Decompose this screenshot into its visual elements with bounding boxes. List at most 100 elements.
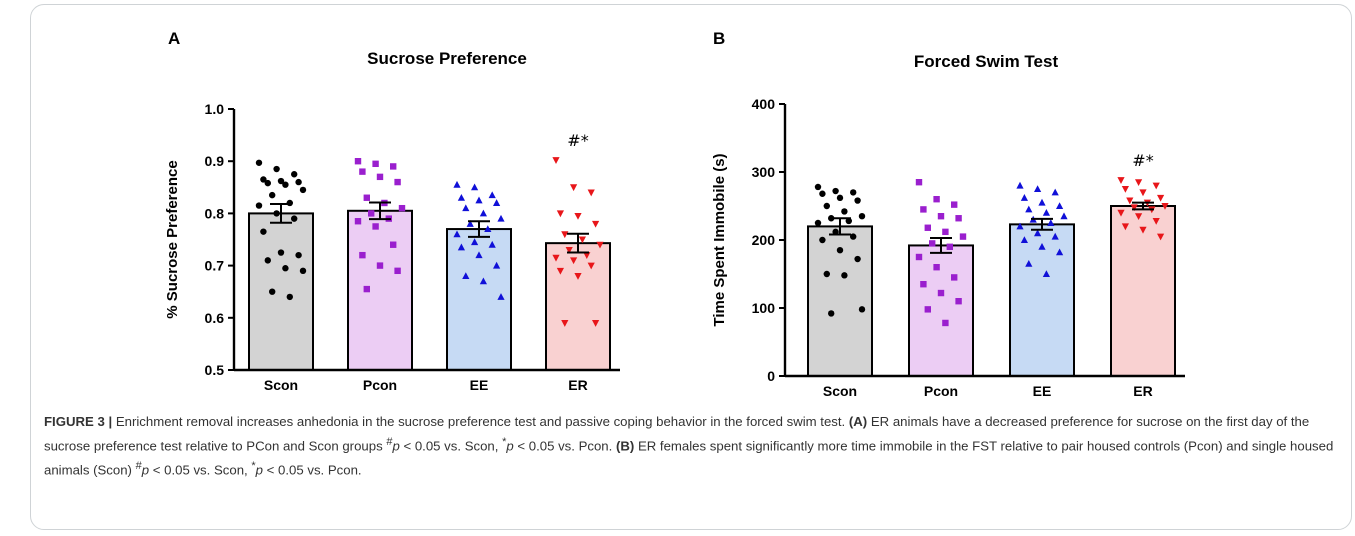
forced-swim-test-point-scon bbox=[845, 217, 852, 225]
sucrose-preference-point-pcon bbox=[372, 160, 379, 168]
sucrose-preference-point-er bbox=[587, 189, 595, 197]
sucrose-preference-point-ee bbox=[462, 204, 470, 212]
sucrose-preference-point-er bbox=[565, 246, 573, 254]
sucrose-preference-point-ee bbox=[471, 183, 479, 191]
sucrose-preference-point-scon bbox=[282, 265, 289, 272]
forced-swim-test-point-ee bbox=[1016, 222, 1024, 230]
sucrose-preference-point-er bbox=[570, 257, 578, 265]
caption-sig-1-p: p bbox=[392, 438, 400, 454]
sucrose-preference-y-axis-label: % Sucrose Preference bbox=[164, 160, 181, 318]
forced-swim-test-point-er bbox=[1135, 179, 1143, 186]
sucrose-preference-point-er bbox=[596, 241, 604, 249]
sucrose-preference-y-tick-label: 0.7 bbox=[205, 258, 225, 274]
sucrose-preference-point-scon bbox=[286, 199, 293, 207]
forced-swim-test-point-scon bbox=[854, 255, 861, 263]
forced-swim-test-point-ee bbox=[1016, 181, 1024, 189]
sucrose-preference-point-er bbox=[552, 157, 560, 164]
forced-swim-test-point-pcon bbox=[955, 215, 962, 222]
sucrose-preference-bar-pcon bbox=[347, 209, 413, 371]
caption-sig-1-rest: < 0.05 vs. Scon, bbox=[399, 438, 503, 454]
caption-sig-2-symbol: * bbox=[502, 436, 507, 448]
sucrose-preference-point-scon bbox=[277, 177, 285, 185]
sucrose-preference-point-ee bbox=[457, 243, 465, 251]
forced-swim-test-point-pcon bbox=[920, 206, 927, 213]
forced-swim-test-point-scon bbox=[836, 247, 844, 254]
sucrose-preference-point-er bbox=[574, 213, 582, 220]
sucrose-preference-point-er bbox=[561, 320, 569, 327]
forced-swim-test-point-pcon bbox=[933, 196, 940, 203]
sucrose-preference-x-tick-label: Pcon bbox=[363, 377, 397, 393]
forced-swim-test-point-pcon bbox=[951, 274, 958, 281]
forced-swim-test-point-er bbox=[1152, 217, 1160, 225]
figure-caption: FIGURE 3 | Enrichment removal increases … bbox=[44, 411, 1339, 481]
forced-swim-test-point-ee bbox=[1038, 243, 1046, 250]
sucrose-preference-point-pcon bbox=[390, 163, 397, 170]
charts-canvas: A Sucrose Preference % Sucrose Preference S… bbox=[164, 29, 1185, 399]
forced-swim-test-point-pcon bbox=[951, 201, 958, 208]
forced-swim-test-point-scon bbox=[814, 219, 822, 227]
forced-swim-test-point-er bbox=[1139, 226, 1147, 234]
forced-swim-test-y-tick-label: 0 bbox=[767, 368, 775, 384]
forced-swim-test-point-pcon bbox=[937, 213, 945, 220]
sucrose-preference-point-er bbox=[552, 254, 560, 262]
sucrose-preference-point-scon bbox=[269, 191, 276, 199]
forced-swim-test-point-er bbox=[1135, 213, 1143, 220]
forced-swim-test-point-scon bbox=[814, 183, 822, 191]
sucrose-preference-chart: A Sucrose Preference % Sucrose Preference S… bbox=[164, 29, 620, 393]
sucrose-preference-point-ee bbox=[471, 238, 479, 246]
forced-swim-test-point-ee bbox=[1034, 185, 1042, 192]
forced-swim-test-panel-letter: B bbox=[713, 29, 725, 48]
caption-panel-b-label: (B) bbox=[615, 438, 635, 454]
sucrose-preference-point-scon bbox=[273, 165, 280, 173]
sucrose-preference-point-ee bbox=[475, 251, 483, 259]
sucrose-preference-point-pcon bbox=[372, 223, 379, 230]
forced-swim-test-point-pcon bbox=[959, 233, 967, 240]
sucrose-preference-point-pcon bbox=[368, 210, 375, 217]
sucrose-preference-point-pcon bbox=[376, 262, 384, 269]
forced-swim-test-point-ee bbox=[1038, 198, 1046, 206]
caption-text-3: ER females spent significantly more time… bbox=[44, 438, 1334, 478]
sucrose-preference-point-ee bbox=[466, 220, 474, 227]
forced-swim-test-point-ee bbox=[1020, 194, 1028, 201]
forced-swim-test-point-pcon bbox=[955, 298, 962, 305]
forced-swim-test-point-er bbox=[1152, 182, 1160, 190]
sucrose-preference-point-ee bbox=[493, 261, 501, 269]
sucrose-preference-point-ee bbox=[479, 209, 487, 217]
forced-swim-test-x-tick-label: EE bbox=[1033, 383, 1052, 399]
caption-sig-4-rest: < 0.05 vs. Pcon. bbox=[262, 462, 362, 478]
sucrose-preference-y-tick-label: 0.6 bbox=[205, 310, 225, 326]
forced-swim-test-y-axis-label: Time Spent Immobile (s) bbox=[711, 153, 728, 326]
forced-swim-test-point-scon bbox=[854, 197, 861, 204]
forced-swim-test-point-ee bbox=[1051, 188, 1059, 196]
sucrose-preference-point-er bbox=[574, 273, 582, 280]
forced-swim-test-point-ee bbox=[1051, 232, 1059, 240]
sucrose-preference-point-scon bbox=[255, 159, 263, 166]
caption-sig-2-rest: < 0.05 vs. Pcon. bbox=[513, 438, 616, 454]
forced-swim-test-point-scon bbox=[841, 208, 848, 215]
caption-sig-2-p: p bbox=[506, 438, 514, 454]
caption-text-2: ER animals have a decreased preference f… bbox=[44, 414, 1310, 454]
forced-swim-test-bar-pcon bbox=[908, 244, 974, 377]
sucrose-preference-y-tick-label: 0.8 bbox=[205, 205, 225, 221]
forced-swim-test-y-tick-label: 300 bbox=[752, 164, 776, 180]
forced-swim-test-y-tick-label: 400 bbox=[752, 96, 776, 112]
sucrose-preference-point-scon bbox=[299, 267, 307, 275]
sucrose-preference-point-scon bbox=[299, 186, 307, 194]
sucrose-preference-x-tick-label: Scon bbox=[264, 377, 298, 393]
sucrose-preference-point-scon bbox=[286, 293, 293, 301]
sucrose-preference-point-pcon bbox=[394, 267, 401, 275]
sucrose-preference-x-tick-label: ER bbox=[568, 377, 587, 393]
sucrose-preference-point-scon bbox=[264, 257, 271, 264]
figure-frame bbox=[30, 4, 1352, 530]
sucrose-preference-point-er bbox=[587, 262, 595, 270]
forced-swim-test-point-ee bbox=[1056, 248, 1064, 256]
sucrose-preference-point-scon bbox=[295, 178, 302, 186]
sucrose-preference-point-scon bbox=[264, 179, 271, 187]
forced-swim-test-point-ee bbox=[1025, 205, 1033, 213]
sucrose-preference-y-tick-label: 1.0 bbox=[205, 101, 225, 117]
sucrose-preference-bar-er bbox=[545, 242, 611, 372]
sucrose-preference-point-er bbox=[592, 320, 600, 327]
forced-swim-test-point-pcon bbox=[924, 224, 931, 231]
sucrose-preference-point-er bbox=[556, 267, 564, 275]
sucrose-preference-x-tick-label: EE bbox=[470, 377, 489, 393]
